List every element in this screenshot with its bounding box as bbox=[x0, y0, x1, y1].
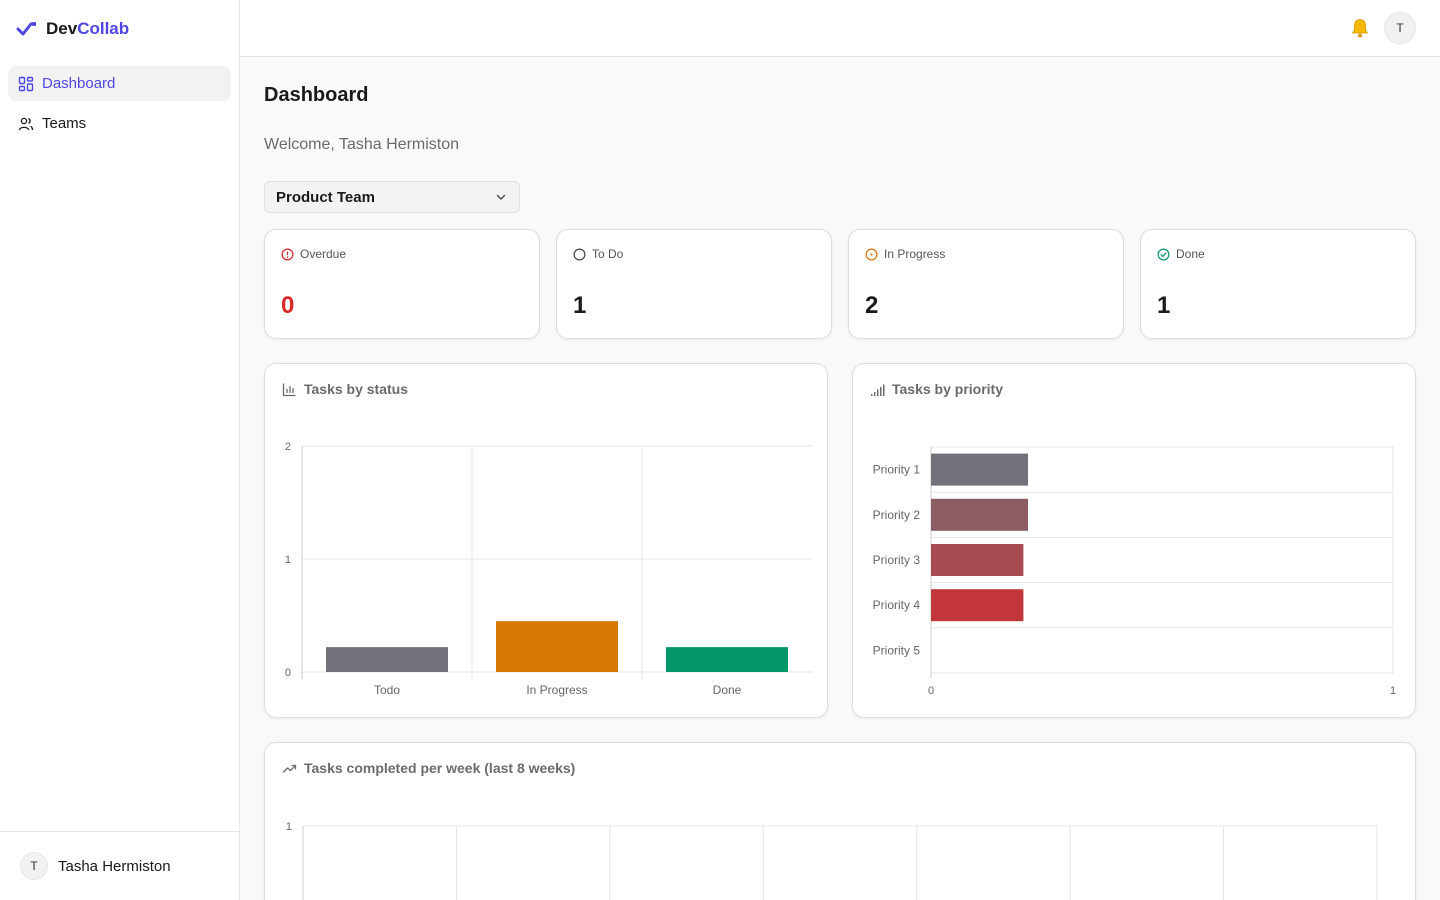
panel-title: Tasks by status bbox=[304, 381, 409, 397]
y-tick-label: 2 bbox=[285, 441, 291, 453]
sidebar-item-teams[interactable]: Teams bbox=[8, 106, 231, 141]
bar bbox=[931, 589, 1024, 622]
stat-card-overdue: Overdue 0 bbox=[264, 229, 540, 339]
top-bar: T bbox=[240, 0, 1440, 57]
bell-icon[interactable] bbox=[1349, 17, 1371, 39]
bar bbox=[931, 453, 1029, 486]
bar-chart-icon bbox=[282, 383, 296, 396]
y-tick-label: Priority 5 bbox=[873, 643, 921, 657]
circle-icon bbox=[573, 248, 586, 260]
weekly-line-chart: 1 bbox=[286, 821, 1378, 900]
bar bbox=[666, 647, 788, 672]
stat-label: Done bbox=[1176, 247, 1205, 261]
stat-label: Overdue bbox=[300, 247, 347, 261]
panel-title: Tasks by priority bbox=[892, 381, 1004, 397]
brand-logo[interactable]: DevCollab bbox=[16, 18, 129, 40]
y-tick-label: Priority 3 bbox=[873, 553, 921, 567]
y-tick-label: 1 bbox=[285, 554, 291, 566]
priority-bar-chart: Priority 1 Priority 2 Priority 3 Priority 4… bbox=[873, 446, 1396, 697]
x-tick-label: 0 bbox=[928, 685, 934, 697]
x-tick-label: In Progress bbox=[526, 683, 587, 697]
alert-circle-icon bbox=[281, 248, 294, 260]
x-tick-label: 1 bbox=[1390, 685, 1396, 697]
team-select-value: Product Team bbox=[276, 188, 375, 206]
panel-title: Tasks completed per week (last 8 weeks) bbox=[304, 760, 576, 776]
bar bbox=[326, 647, 448, 672]
y-tick-label: 1 bbox=[286, 821, 292, 833]
y-tick-label: 0 bbox=[285, 667, 291, 679]
x-tick-label: Done bbox=[713, 683, 742, 697]
stat-card-done: Done 1 bbox=[1140, 229, 1416, 339]
layout-grid-icon bbox=[18, 76, 34, 91]
sidebar-user-name: Tasha Hermiston bbox=[58, 857, 171, 875]
tasks-per-week-panel: Tasks completed per week (last 8 weeks) … bbox=[264, 742, 1416, 900]
chevron-down-icon bbox=[496, 194, 506, 200]
brand-name-part2: Collab bbox=[77, 19, 130, 38]
avatar: T bbox=[20, 852, 48, 880]
trending-up-icon bbox=[282, 764, 297, 773]
y-tick-label: Priority 4 bbox=[873, 598, 921, 612]
y-tick-label: Priority 2 bbox=[873, 508, 921, 522]
sidebar-item-dashboard[interactable]: Dashboard bbox=[8, 66, 231, 101]
stat-value: 0 bbox=[281, 292, 295, 319]
sidebar-user[interactable]: T Tasha Hermiston bbox=[0, 831, 239, 900]
welcome-text: Welcome, Tasha Hermiston bbox=[264, 136, 460, 153]
stat-card-todo: To Do 1 bbox=[556, 229, 832, 339]
signal-bars-icon bbox=[871, 384, 885, 396]
page-title: Dashboard bbox=[264, 84, 369, 106]
stat-value: 1 bbox=[573, 292, 587, 319]
bar bbox=[931, 544, 1024, 576]
status-bar-chart: 0 1 2 Todo In Progress Done bbox=[285, 441, 812, 697]
users-icon bbox=[18, 117, 34, 130]
stat-label: In Progress bbox=[884, 247, 946, 261]
clock-circle-icon bbox=[865, 248, 878, 260]
sidebar: DevCollab Dashboard Teams T Tasha Hermis… bbox=[0, 0, 240, 900]
brand-name-part1: Dev bbox=[46, 19, 78, 38]
x-tick-label: Todo bbox=[374, 683, 400, 697]
user-avatar-button[interactable]: T bbox=[1384, 12, 1416, 44]
stat-value: 2 bbox=[865, 292, 879, 319]
stat-label: To Do bbox=[592, 247, 624, 261]
bar bbox=[496, 621, 618, 672]
tasks-by-status-panel: Tasks by status 0 1 2 Todo In Progress Done bbox=[264, 363, 828, 718]
stat-card-in-progress: In Progress 2 bbox=[848, 229, 1124, 339]
sidebar-item-label: Teams bbox=[42, 115, 87, 132]
tasks-by-priority-panel: Tasks by priority Priority 1 Priority 2 Pr… bbox=[852, 363, 1416, 718]
check-circle-icon bbox=[1157, 248, 1170, 260]
check-logo-icon bbox=[16, 22, 36, 36]
stat-value: 1 bbox=[1157, 292, 1171, 319]
y-tick-label: Priority 1 bbox=[873, 463, 921, 477]
sidebar-item-label: Dashboard bbox=[42, 75, 116, 92]
bar bbox=[931, 498, 1029, 531]
team-select[interactable]: Product Team bbox=[264, 181, 520, 213]
